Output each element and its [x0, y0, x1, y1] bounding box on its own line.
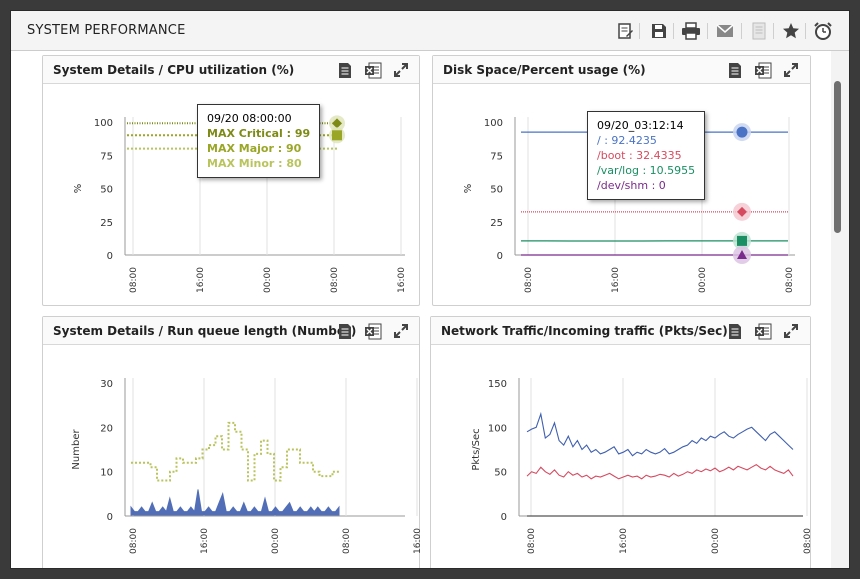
chart-tooltip: 09/20_03:12:14 / : 92.4235 /boot : 32.43…: [587, 111, 706, 200]
panel-header: System Details / Run queue length (Numbe…: [43, 317, 419, 345]
excel-export-icon[interactable]: [753, 60, 773, 80]
tooltip-header: 09/20 08:00:00: [207, 112, 292, 125]
y-tick-label: 50: [494, 468, 507, 479]
tooltip-line-major: MAX Major : 90: [207, 142, 302, 155]
expand-icon[interactable]: [781, 321, 801, 341]
chart-tooltip: 09/20 08:00:00 MAX Critical : 99 MAX Maj…: [197, 104, 321, 178]
tooltip-line-devshm: /dev/shm : 0: [597, 179, 666, 192]
y-tick-label: 50: [100, 185, 113, 196]
x-tick-label: 08:00: [527, 528, 537, 554]
y-tick-label: 30: [100, 379, 113, 390]
y-tick-label: 100: [484, 118, 503, 129]
tooltip-header: 09/20_03:12:14: [597, 119, 684, 132]
x-tick-label: 08:00: [342, 528, 352, 554]
network-traffic-chart: 0 50 100 150 Pkts/Sec 08:00 16:00 00:00 08:00: [471, 378, 812, 554]
marker-boot: [737, 206, 747, 217]
marker-critical: [332, 118, 342, 129]
run-queue-chart: 0 10 20 30 Number 08:00 16:00 00:00 08:00 16:00: [71, 378, 421, 554]
alarm-clock-icon[interactable]: [813, 21, 833, 41]
excel-export-icon[interactable]: [363, 321, 383, 341]
series-line-incoming-red: [526, 463, 794, 480]
tooltip-line-root: / : 92.4235: [597, 134, 657, 147]
scrollbar-thumb[interactable]: [834, 81, 841, 233]
x-tick-label: 16:00: [200, 528, 210, 554]
save-icon[interactable]: [649, 21, 669, 41]
y-tick-label: 25: [490, 218, 503, 229]
run-queue-panel: System Details / Run queue length (Numbe…: [42, 316, 421, 568]
panel-title: Network Traffic/Incoming traffic (Pkts/S…: [441, 324, 728, 338]
panel-header: Network Traffic/Incoming traffic (Pkts/S…: [431, 317, 810, 345]
email-icon[interactable]: [715, 21, 735, 41]
cpu-utilization-panel: System Details / CPU utilization (%) 0 25…: [42, 55, 420, 306]
y-axis-title: %: [73, 184, 84, 194]
series-line-incoming-blue: [526, 411, 794, 457]
x-tick-label: 16:00: [196, 267, 206, 293]
y-tick-label: 150: [488, 379, 507, 390]
x-tick-label: 08:00: [129, 528, 139, 554]
x-tick-label: 16:00: [397, 267, 407, 293]
tooltip-line-minor: MAX Minor : 80: [207, 157, 302, 170]
system-performance-window: SYSTEM PERFORMANCE System Det: [10, 10, 850, 569]
y-axis-title: Number: [71, 429, 82, 470]
network-traffic-panel: Network Traffic/Incoming traffic (Pkts/S…: [430, 316, 812, 568]
pdf-document-icon[interactable]: [725, 60, 745, 80]
expand-icon[interactable]: [391, 321, 411, 341]
y-tick-label: 75: [490, 151, 503, 162]
x-tick-label: 00:00: [711, 528, 721, 554]
y-axis-title: Pkts/Sec: [471, 428, 482, 470]
tooltip-line-varlog: /var/log : 10.5955: [597, 164, 696, 177]
y-tick-label: 20: [100, 423, 113, 434]
expand-icon[interactable]: [781, 60, 801, 80]
header-bar: SYSTEM PERFORMANCE: [11, 11, 849, 51]
edit-report-icon[interactable]: [615, 21, 635, 41]
disk-space-panel: Disk Space/Percent usage (%) 0 25 50 75 100%…: [432, 55, 811, 306]
tooltip-line-critical: MAX Critical : 99: [207, 127, 311, 140]
marker-root: [736, 126, 748, 138]
print-icon[interactable]: [681, 21, 701, 41]
panel-title: System Details / CPU utilization (%): [53, 63, 295, 77]
x-tick-label: 00:00: [271, 528, 281, 554]
document-disabled-icon: [749, 21, 769, 41]
y-tick-label: 10: [100, 468, 113, 479]
tooltip-line-boot: /boot : 32.4335: [597, 149, 682, 162]
y-tick-label: 0: [501, 512, 507, 523]
y-tick-label: 50: [490, 185, 503, 196]
x-tick-label: 08:00: [330, 267, 340, 293]
marker-varlog: [737, 235, 747, 246]
excel-export-icon[interactable]: [753, 321, 773, 341]
y-tick-label: 75: [100, 151, 113, 162]
favorite-star-icon[interactable]: [781, 21, 801, 41]
y-tick-label: 0: [497, 251, 503, 262]
panel-title: System Details / Run queue length (Numbe…: [53, 324, 357, 338]
pdf-document-icon[interactable]: [725, 321, 745, 341]
y-tick-label: 0: [107, 251, 113, 262]
y-tick-label: 100: [488, 423, 507, 434]
panel-header: Disk Space/Percent usage (%): [433, 56, 810, 84]
panel-header: System Details / CPU utilization (%): [43, 56, 419, 84]
marker-major: [332, 130, 342, 141]
x-tick-label: 16:00: [619, 528, 629, 554]
pdf-document-icon[interactable]: [335, 321, 355, 341]
x-tick-label: 08:00: [524, 267, 534, 293]
x-tick-label: 00:00: [698, 267, 708, 293]
x-tick-label: 16:00: [413, 528, 421, 554]
x-tick-label: 08:00: [803, 528, 812, 554]
y-tick-label: 0: [107, 512, 113, 523]
page-title: SYSTEM PERFORMANCE: [27, 23, 186, 38]
pdf-document-icon[interactable]: [335, 60, 355, 80]
series-line-queue-threshold: [131, 421, 339, 482]
excel-export-icon[interactable]: [363, 60, 383, 80]
marker-devshm: [737, 250, 747, 259]
y-tick-label: 25: [100, 218, 113, 229]
y-tick-label: 100: [94, 118, 113, 129]
x-tick-label: 00:00: [263, 267, 273, 293]
panel-title: Disk Space/Percent usage (%): [443, 63, 646, 77]
x-tick-label: 16:00: [611, 267, 621, 293]
series-area-run-queue: [130, 489, 340, 516]
expand-icon[interactable]: [391, 60, 411, 80]
y-axis-title: %: [463, 184, 474, 194]
x-tick-label: 08:00: [785, 267, 795, 293]
x-tick-label: 08:00: [129, 267, 139, 293]
